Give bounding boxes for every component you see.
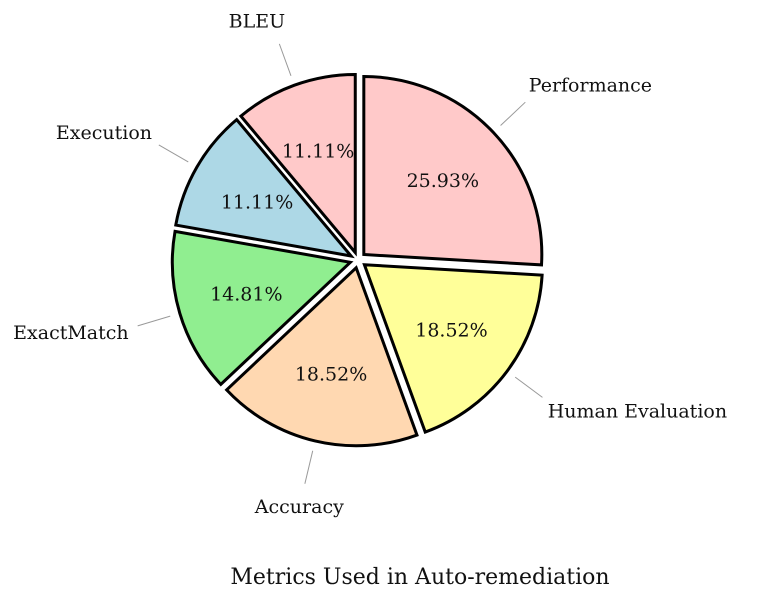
- pie-slice-bleu: [238, 72, 357, 257]
- slice-category-label-execution: Execution: [56, 122, 152, 144]
- slice-value-label-performance: 25.93%: [407, 170, 479, 192]
- pie-slice-accuracy: [224, 265, 419, 448]
- slice-value-label-bleu: 11.11%: [282, 140, 354, 162]
- chart-title: Metrics Used in Auto-remediation: [230, 565, 609, 590]
- slice-category-label-performance: Performance: [529, 75, 652, 97]
- leader-line-bleu: [278, 43, 292, 76]
- leader-line-exactmatch: [137, 315, 171, 327]
- slice-category-label-accuracy: Accuracy: [254, 496, 344, 518]
- slice-value-label-exactmatch: 14.81%: [210, 283, 282, 305]
- pie-slice-human-evaluation: [362, 263, 544, 434]
- pie-labels: 25.93% Performance 18.52% Human Evaluation 1…: [13, 10, 727, 518]
- slice-category-label-human-evaluation: Human Evaluation: [548, 401, 727, 423]
- pie-slice-exactmatch: [170, 229, 354, 387]
- slice-value-label-accuracy: 18.52%: [295, 363, 367, 385]
- leader-lines: [137, 43, 543, 484]
- slice-value-label-execution: 11.11%: [221, 192, 293, 214]
- leader-line-human-evaluation: [514, 376, 543, 398]
- leader-line-accuracy: [304, 450, 314, 484]
- pie-slices: [170, 72, 544, 448]
- leader-line-performance: [500, 101, 526, 126]
- slice-category-label-exactmatch: ExactMatch: [13, 322, 128, 344]
- slice-value-label-human-evaluation: 18.52%: [415, 320, 487, 342]
- pie-slice-execution: [174, 117, 355, 259]
- pie-slice-performance: [362, 75, 544, 267]
- leader-line-execution: [158, 144, 189, 163]
- slice-category-label-bleu: BLEU: [229, 10, 285, 32]
